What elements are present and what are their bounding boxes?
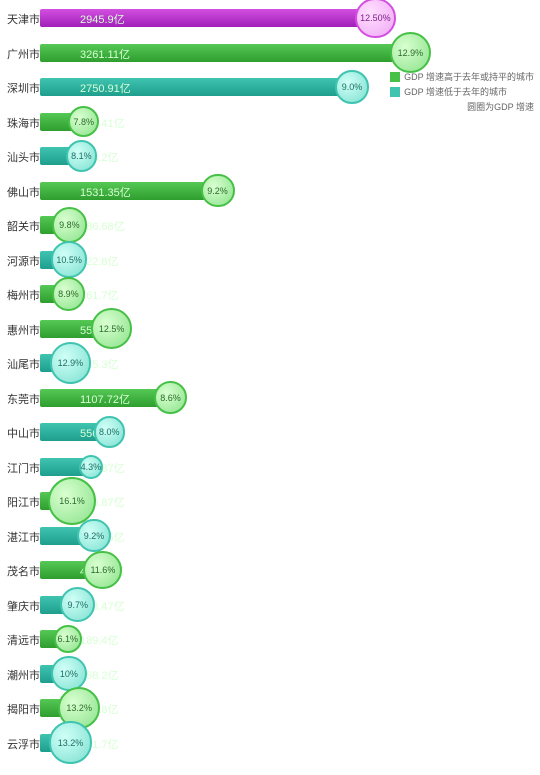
pct-bubble: 4.3% — [79, 455, 103, 479]
value-label: 189.4亿 — [80, 632, 119, 648]
city-label: 揭阳市 — [0, 701, 40, 717]
city-label: 江门市 — [0, 460, 40, 476]
chart-row: 河源市122.8亿10.5% — [0, 250, 540, 270]
chart-row: 清远市189.4亿6.1% — [0, 629, 540, 649]
city-label: 东莞市 — [0, 391, 40, 407]
city-label: 汕尾市 — [0, 356, 40, 372]
pct-bubble: 8.9% — [52, 277, 85, 310]
pct-bubble: 8.0% — [94, 416, 126, 448]
chart-row: 江门市406.87亿4.3% — [0, 457, 540, 477]
city-label: 云浮市 — [0, 736, 40, 752]
chart-row: 天津市2945.9亿12.50% — [0, 8, 540, 28]
city-label: 清远市 — [0, 632, 40, 648]
pct-bubble: 12.50% — [355, 0, 396, 38]
chart-row: 广州市3261.11亿12.9% — [0, 43, 540, 63]
chart-row: 湛江市412.35亿9.2% — [0, 526, 540, 546]
value-label: 1531.35亿 — [80, 184, 131, 200]
city-label: 潮州市 — [0, 667, 40, 683]
city-label: 广州市 — [0, 46, 40, 62]
city-label: 梅州市 — [0, 287, 40, 303]
chart-row: 东莞市1107.72亿8.6% — [0, 388, 540, 408]
city-label: 深圳市 — [0, 80, 40, 96]
value-label: 161.7亿 — [80, 287, 119, 303]
value-label: 2945.9亿 — [80, 11, 125, 27]
chart-row: 惠州市556.99亿12.5% — [0, 319, 540, 339]
pct-bubble: 6.1% — [54, 625, 82, 653]
pct-bubble: 10.5% — [51, 241, 88, 278]
pct-bubble: 11.6% — [83, 551, 122, 590]
city-label: 湛江市 — [0, 529, 40, 545]
chart-row: 汕头市303.2亿8.1% — [0, 146, 540, 166]
chart-row: 梅州市161.7亿8.9% — [0, 284, 540, 304]
pct-bubble: 13.2% — [49, 721, 91, 763]
chart-row: 云浮市131.7亿13.2% — [0, 733, 540, 753]
pct-bubble: 9.0% — [335, 70, 369, 104]
chart-row: 阳江市176.87亿16.1% — [0, 491, 540, 511]
city-label: 河源市 — [0, 253, 40, 269]
pct-bubble: 9.7% — [60, 587, 95, 622]
pct-bubble: 16.1% — [48, 477, 96, 525]
pct-bubble: 12.5% — [91, 308, 132, 349]
pct-bubble: 12.9% — [50, 342, 91, 383]
pct-bubble: 10% — [51, 656, 87, 692]
city-label: 汕头市 — [0, 149, 40, 165]
city-label: 佛山市 — [0, 184, 40, 200]
chart-row: 潮州市158.2亿10% — [0, 664, 540, 684]
chart-row: 韶关市186.68亿9.8% — [0, 215, 540, 235]
city-label: 天津市 — [0, 11, 40, 27]
city-label: 惠州市 — [0, 322, 40, 338]
value-label: 3261.11亿 — [80, 46, 130, 62]
chart-row: 中山市556.08亿8.0% — [0, 422, 540, 442]
chart-row: 揭阳市259.8亿13.2% — [0, 698, 540, 718]
pct-bubble: 12.9% — [390, 32, 431, 73]
pct-bubble: 9.8% — [52, 207, 87, 242]
chart-row: 汕尾市145.3亿12.9% — [0, 353, 540, 373]
city-label: 中山市 — [0, 425, 40, 441]
chart-row: 佛山市1531.35亿9.2% — [0, 181, 540, 201]
city-label: 茂名市 — [0, 563, 40, 579]
pct-bubble: 9.2% — [77, 519, 111, 553]
city-label: 阳江市 — [0, 494, 40, 510]
city-label: 珠海市 — [0, 115, 40, 131]
chart-row: 珠海市326.41亿7.8% — [0, 112, 540, 132]
chart-row: 茂名市481.97亿11.6% — [0, 560, 540, 580]
city-label: 肇庆市 — [0, 598, 40, 614]
city-label: 韶关市 — [0, 218, 40, 234]
pct-bubble: 9.2% — [201, 174, 235, 208]
chart-row: 深圳市2750.91亿9.0% — [0, 77, 540, 97]
pct-bubble: 7.8% — [68, 106, 99, 137]
value-label: 1107.72亿 — [80, 391, 130, 407]
value-label: 2750.91亿 — [80, 80, 131, 96]
pct-bubble: 8.1% — [66, 140, 98, 172]
chart-row: 肇庆市263.47亿9.7% — [0, 595, 540, 615]
pct-bubble: 8.6% — [154, 381, 187, 414]
